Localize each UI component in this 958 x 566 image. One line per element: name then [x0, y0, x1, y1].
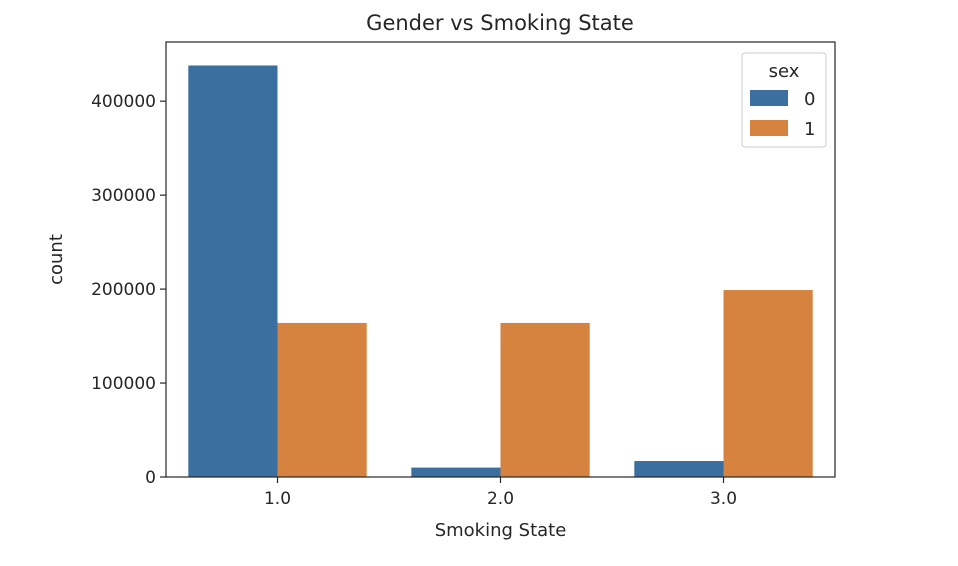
- x-axis-label: Smoking State: [435, 520, 567, 541]
- bar-sex-0-state-1.0: [188, 65, 278, 478]
- legend-title: sex: [769, 61, 800, 82]
- plot-frame: [165, 41, 836, 478]
- x-axis: 1.0 2.0 3.0: [264, 477, 737, 509]
- chart-title: Gender vs Smoking State: [366, 11, 634, 35]
- y-axis: 0 100000 200000 300000 400000: [91, 92, 166, 488]
- x-tick-label: 1.0: [264, 489, 291, 509]
- x-tick-label: 2.0: [487, 489, 514, 509]
- x-tick-label: 3.0: [710, 489, 737, 509]
- legend-label-1: 1: [804, 119, 815, 140]
- y-tick-label: 300000: [91, 186, 156, 206]
- legend: sex 01: [741, 52, 827, 148]
- legend-label-0: 0: [804, 89, 815, 110]
- y-tick-label: 400000: [91, 92, 156, 112]
- bar-sex-1-state-1.0: [277, 322, 367, 477]
- y-tick-label: 200000: [91, 280, 156, 300]
- legend-items: 01: [750, 89, 815, 140]
- legend-swatch-0: [750, 90, 788, 106]
- bar-sex-1-state-2.0: [500, 322, 590, 477]
- bar-sex-1-state-3.0: [723, 290, 813, 477]
- bar-sex-0-state-3.0: [634, 461, 724, 477]
- bars-group: [188, 65, 813, 478]
- bar-sex-0-state-2.0: [411, 467, 501, 477]
- y-tick-label: 100000: [91, 374, 156, 394]
- legend-swatch-1: [750, 120, 788, 136]
- y-tick-label: 0: [145, 468, 156, 488]
- y-axis-label: count: [46, 234, 67, 285]
